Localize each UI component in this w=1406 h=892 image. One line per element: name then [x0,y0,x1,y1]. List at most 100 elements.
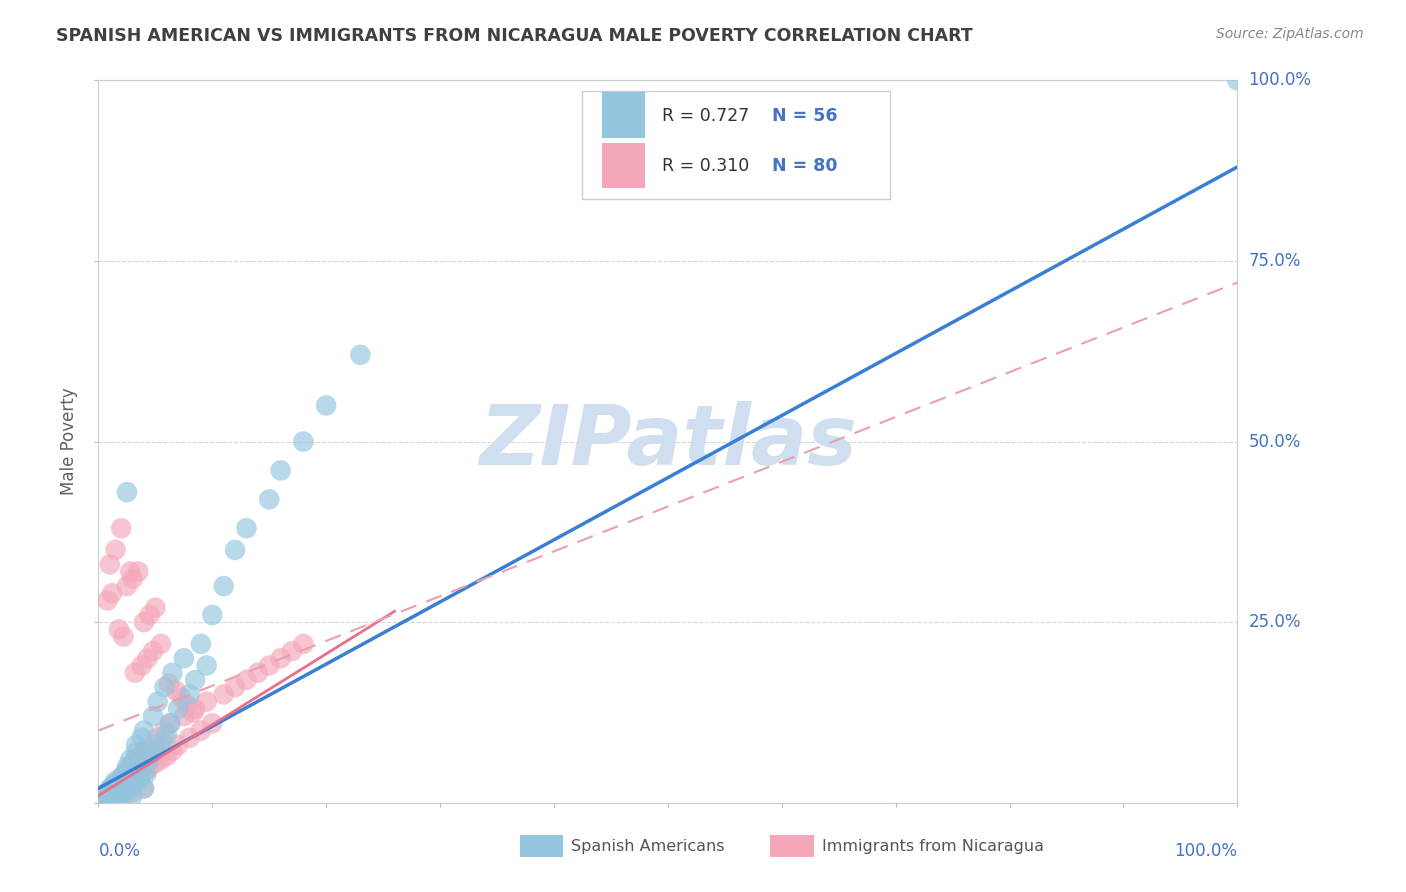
Point [108,774,131,789]
Point [157,676,180,690]
Text: Source: ZipAtlas.com: Source: ZipAtlas.com [1216,27,1364,41]
Point [150,637,173,651]
Point [159,716,181,731]
Point [235,673,257,687]
Point [1226,73,1249,87]
Text: N = 80: N = 80 [772,157,837,176]
Point [159,716,181,731]
Point [150,752,173,766]
Point [270,651,292,665]
Point [125,738,148,752]
Point [224,680,246,694]
Point [212,687,235,701]
Text: 75.0%: 75.0% [1249,252,1301,270]
Point [167,702,190,716]
Point [190,637,212,651]
Point [127,774,149,789]
Point [96,789,118,803]
Point [181,706,204,720]
Point [224,542,246,557]
Point [115,760,138,774]
Point [93,790,115,805]
Text: Immigrants from Nicaragua: Immigrants from Nicaragua [821,838,1043,854]
Point [176,698,198,713]
Point [142,738,165,752]
Point [138,748,160,763]
Point [136,741,159,756]
Point [115,785,138,799]
Point [235,521,257,535]
Point [114,767,136,781]
Point [132,745,155,759]
Point [90,794,112,808]
Point [96,787,118,801]
Point [349,348,371,362]
Point [315,398,337,412]
Point [153,680,176,694]
FancyBboxPatch shape [520,835,562,857]
Point [201,716,224,731]
Point [131,767,153,781]
Point [201,607,224,622]
Point [146,731,169,745]
Point [179,687,201,701]
Text: 25.0%: 25.0% [1249,613,1301,632]
Point [173,709,195,723]
Text: Spanish Americans: Spanish Americans [571,838,724,854]
Point [162,744,184,758]
Text: R = 0.310: R = 0.310 [662,157,749,176]
Point [110,792,132,806]
Point [138,760,160,774]
Point [124,665,146,680]
Point [167,738,190,752]
Point [101,790,124,805]
FancyBboxPatch shape [582,91,890,200]
Point [138,607,160,622]
Point [150,734,173,748]
Point [115,579,138,593]
Point [184,673,207,687]
Point [259,658,281,673]
Text: R = 0.727: R = 0.727 [662,107,749,125]
Point [110,771,132,785]
Point [121,572,143,586]
Point [112,630,135,644]
Point [104,785,127,799]
Point [270,463,292,477]
Point [145,600,167,615]
Point [190,723,212,738]
Point [96,785,118,799]
FancyBboxPatch shape [602,143,645,188]
Point [120,752,142,766]
Point [112,782,135,797]
Point [108,781,131,796]
Point [195,695,218,709]
Text: SPANISH AMERICAN VS IMMIGRANTS FROM NICARAGUA MALE POVERTY CORRELATION CHART: SPANISH AMERICAN VS IMMIGRANTS FROM NICA… [56,27,973,45]
Point [165,683,187,698]
Point [132,781,155,796]
Text: ZIPatlas: ZIPatlas [479,401,856,482]
Point [125,752,148,766]
Point [98,790,121,805]
Point [132,781,155,796]
Point [195,658,218,673]
Point [127,565,149,579]
Text: N = 56: N = 56 [772,107,837,125]
Point [115,764,138,778]
Point [114,767,136,781]
Text: 100.0%: 100.0% [1249,71,1312,89]
Point [110,771,132,785]
Point [131,731,153,745]
Point [145,741,167,756]
Point [98,782,121,797]
Point [162,665,184,680]
Point [108,623,131,637]
Point [292,434,315,449]
Point [104,542,127,557]
Point [107,787,129,801]
Point [135,764,157,778]
Point [98,558,121,572]
Point [120,565,142,579]
Point [259,492,281,507]
Point [184,702,207,716]
